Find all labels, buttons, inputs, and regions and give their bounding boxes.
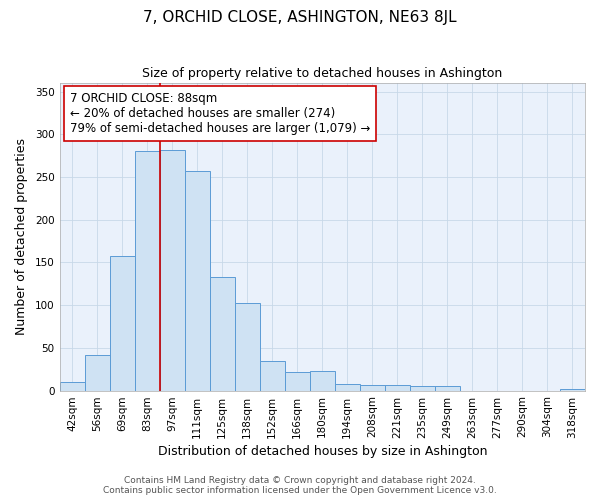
Bar — [285, 372, 310, 390]
Bar — [235, 302, 260, 390]
Y-axis label: Number of detached properties: Number of detached properties — [15, 138, 28, 336]
Bar — [260, 360, 285, 390]
Text: 7 ORCHID CLOSE: 88sqm
← 20% of detached houses are smaller (274)
79% of semi-det: 7 ORCHID CLOSE: 88sqm ← 20% of detached … — [70, 92, 370, 136]
Bar — [335, 384, 360, 390]
Bar — [134, 152, 160, 390]
Bar — [310, 371, 335, 390]
Text: Contains HM Land Registry data © Crown copyright and database right 2024.
Contai: Contains HM Land Registry data © Crown c… — [103, 476, 497, 495]
Text: 7, ORCHID CLOSE, ASHINGTON, NE63 8JL: 7, ORCHID CLOSE, ASHINGTON, NE63 8JL — [143, 10, 457, 25]
Bar — [185, 171, 209, 390]
X-axis label: Distribution of detached houses by size in Ashington: Distribution of detached houses by size … — [158, 444, 487, 458]
Bar — [410, 386, 435, 390]
Bar — [160, 150, 185, 390]
Bar — [385, 384, 410, 390]
Bar — [59, 382, 85, 390]
Bar — [85, 354, 110, 390]
Bar — [209, 277, 235, 390]
Title: Size of property relative to detached houses in Ashington: Size of property relative to detached ho… — [142, 68, 502, 80]
Bar — [360, 384, 385, 390]
Bar — [560, 389, 585, 390]
Bar — [435, 386, 460, 390]
Bar — [110, 256, 134, 390]
